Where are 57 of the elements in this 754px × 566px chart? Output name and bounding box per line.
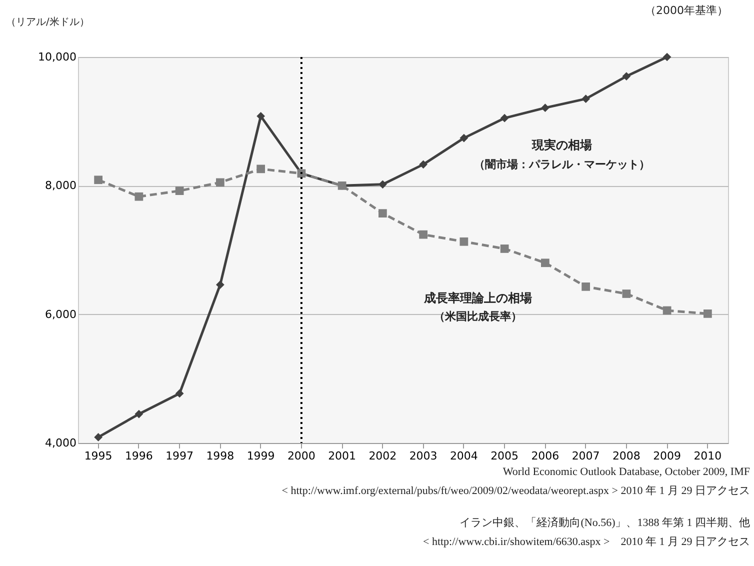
text: イラン中銀、「経済動向(No.56)」、1388 年第 1 四半期、他 [460,516,750,529]
point [175,389,184,398]
x-tick-label: 2003 [409,450,438,462]
y-tick-label: 8,000 [45,179,76,192]
point [256,164,265,174]
point [216,178,224,187]
annotation: （闇市場：パラレル・マーケット） [474,158,650,171]
text: < http://www.cbi.ir/showitem/6630.aspx > 2010 年 1 月 29 日アクセス [422,536,750,548]
point [541,104,550,112]
point [582,94,590,103]
chart-subtitle: （2000年基準） [645,4,728,17]
x-tick-label: 2000 [287,450,316,462]
point [256,112,265,120]
point [662,306,672,315]
y-tick-label: 6,000 [45,308,76,321]
point [704,310,712,318]
x-tick-label: 1997 [166,450,194,462]
point [216,280,224,289]
point [622,72,631,80]
x-tick-label: 2002 [368,450,397,462]
x-tick-label: 2008 [612,450,640,462]
point [500,244,509,253]
x-tick-label: 2004 [450,450,478,462]
point [378,209,387,218]
point [662,52,672,62]
x-tick-label: 1999 [246,450,275,462]
text: < http://www.imf.org/external/pubs/ft/weo/2009/02/weodata/weorept.aspx > 2010 年 1 月 29 日アクセス [282,485,750,497]
point [94,176,102,184]
point [134,410,144,418]
point [460,134,468,142]
point [175,186,184,195]
point [134,192,144,201]
annotation: 現実の相場 [531,138,592,152]
y-axis-title: （リアル/米ドル） [6,16,90,28]
point [582,282,590,291]
point [500,114,509,122]
y-tick-label: 4,000 [45,436,76,450]
point [541,258,550,268]
point [94,433,102,442]
x-tick-label: 2009 [653,450,682,462]
x-tick-label: 1998 [206,450,234,462]
point [622,290,631,298]
x-tick-label: 2005 [490,450,519,462]
point [419,230,428,239]
x-tick-label: 1995 [84,450,112,462]
x-tick-label: 2006 [531,450,560,462]
x-tick-label: 2010 [694,450,722,462]
x-tick-label: 1996 [124,450,153,462]
point [419,160,428,169]
annotation: 成長率理論上の相場 [423,291,532,305]
text: World Economic Outlook Database, October 2009, IMF [502,466,750,478]
point [378,180,387,189]
x-tick-label: 2007 [572,450,600,462]
annotation: （米国比成長率） [434,310,522,323]
point [460,237,468,246]
y-tick-label: 10,000 [38,50,76,64]
x-tick-label: 2001 [328,450,356,462]
